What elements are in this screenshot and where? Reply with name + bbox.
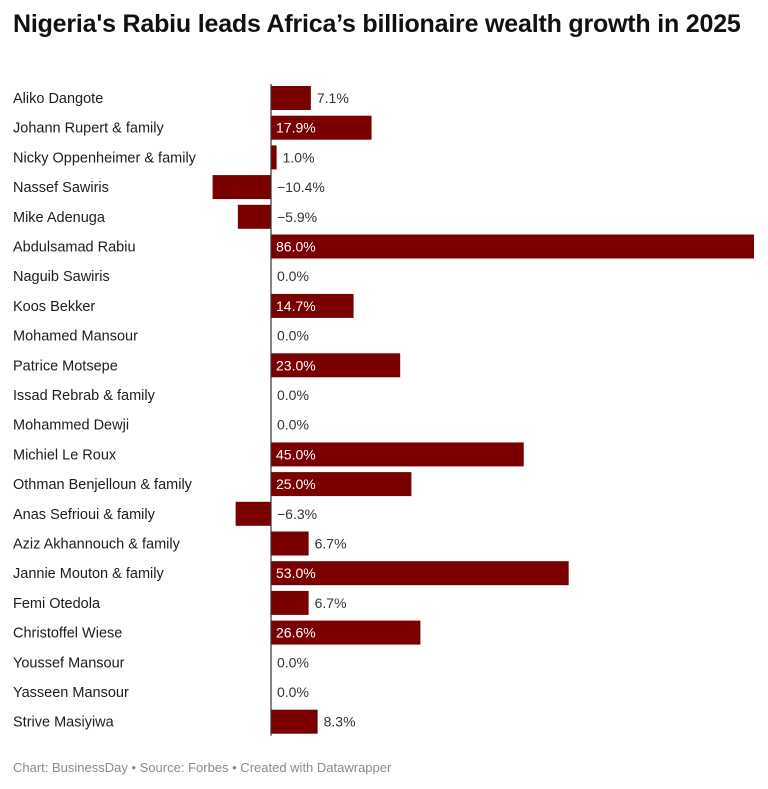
bar: [271, 293, 354, 318]
bar: [271, 590, 309, 615]
bar: [271, 709, 318, 734]
category-label: Aliko Dangote: [13, 91, 103, 107]
value-label: 45.0%: [276, 446, 316, 462]
bar: [237, 204, 271, 229]
bar: [271, 86, 311, 110]
bar: [212, 175, 271, 200]
bar-chart: Aliko Dangote 7.1% Johann Rupert & family 1…: [13, 84, 754, 736]
category-label: Nicky Oppenheimer & family: [13, 150, 197, 166]
value-label: 8.3%: [324, 714, 356, 730]
chart-title: Nigeria's Rabiu leads Africa’s billionai…: [13, 10, 741, 38]
value-label: 7.1%: [317, 90, 349, 106]
category-label: Mohammed Dewji: [13, 418, 129, 434]
value-label: −5.9%: [277, 209, 317, 225]
category-label: Naguib Sawiris: [13, 269, 110, 285]
bar: [271, 234, 754, 259]
value-label: 0.0%: [277, 684, 309, 700]
value-label: −6.3%: [277, 506, 317, 522]
category-label: Anas Sefrioui & family: [13, 507, 156, 523]
category-label: Nassef Sawiris: [13, 180, 109, 196]
category-label: Othman Benjelloun & family: [13, 477, 193, 493]
value-label: 1.0%: [283, 149, 315, 165]
bar: [271, 145, 277, 170]
value-label: 53.0%: [276, 565, 316, 581]
category-label: Youssef Mansour: [13, 655, 125, 671]
category-label: Koos Bekker: [13, 299, 95, 315]
value-label: 0.0%: [277, 417, 309, 433]
value-label: 17.9%: [276, 120, 316, 136]
value-label: 0.0%: [277, 654, 309, 670]
category-label: Issad Rebrab & family: [13, 388, 156, 404]
category-label: Johann Rupert & family: [13, 121, 164, 137]
category-label: Mike Adenuga: [13, 210, 106, 226]
category-label: Aziz Akhannouch & family: [13, 537, 181, 553]
value-label: 14.7%: [276, 298, 316, 314]
value-label: 25.0%: [276, 476, 316, 492]
bar: [271, 353, 401, 378]
category-label: Mohamed Mansour: [13, 329, 138, 345]
chart-footer: Chart: BusinessDay • Source: Forbes • Cr…: [13, 760, 392, 775]
category-label: Abdulsamad Rabiu: [13, 240, 136, 256]
bar: [271, 472, 412, 497]
bar: [271, 115, 372, 140]
category-label: Michiel Le Roux: [13, 447, 117, 463]
bar: [235, 501, 271, 526]
category-label: Yasseen Mansour: [13, 685, 129, 701]
value-label: 23.0%: [276, 357, 316, 373]
value-label: 0.0%: [277, 268, 309, 284]
category-label: Christoffel Wiese: [13, 626, 122, 642]
category-label: Strive Masiyiwa: [13, 715, 115, 731]
value-label: 26.6%: [276, 625, 316, 641]
value-label: 6.7%: [315, 536, 347, 552]
value-label: 86.0%: [276, 239, 316, 255]
value-label: 0.0%: [277, 328, 309, 344]
category-label: Femi Otedola: [13, 596, 101, 612]
category-label: Jannie Mouton & family: [13, 566, 164, 582]
value-label: 0.0%: [277, 387, 309, 403]
bar: [271, 620, 421, 645]
value-label: 6.7%: [315, 595, 347, 611]
bar: [271, 531, 309, 556]
category-label: Patrice Motsepe: [13, 358, 118, 374]
bar: [271, 561, 569, 586]
bar: [271, 442, 524, 467]
value-label: −10.4%: [277, 179, 325, 195]
